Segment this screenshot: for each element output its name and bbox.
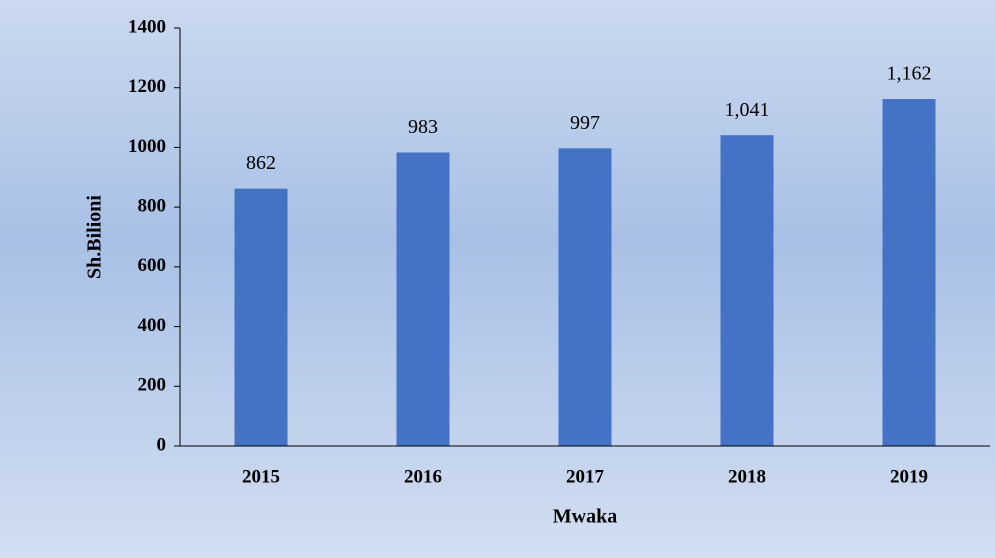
x-tick-label: 2016 [404,466,442,487]
y-tick-label: 400 [138,315,167,336]
y-axis-title: Sh.Bilioni [84,195,106,279]
bar [234,188,288,447]
x-tick-label: 2017 [566,466,605,487]
value-label: 862 [246,152,276,174]
y-tick-label: 1200 [128,76,166,97]
x-tick-label: 2019 [890,466,928,487]
y-tick-label: 1000 [128,136,166,157]
x-tick-label: 2018 [728,466,766,487]
y-tick-label: 600 [138,255,167,276]
bar [558,148,612,446]
bar [882,99,936,446]
value-label: 1,041 [725,99,770,121]
y-tick-label: 800 [138,196,167,217]
value-label: 1,162 [887,63,932,85]
value-label: 997 [570,112,600,134]
bar [720,135,774,447]
x-axis-title: Mwaka [553,506,617,528]
value-label: 983 [408,116,438,138]
y-tick-label: 200 [138,375,167,396]
y-tick-label: 0 [157,434,167,455]
x-tick-label: 2015 [242,466,280,487]
bar [396,152,450,447]
y-tick-label: 1400 [128,16,166,37]
